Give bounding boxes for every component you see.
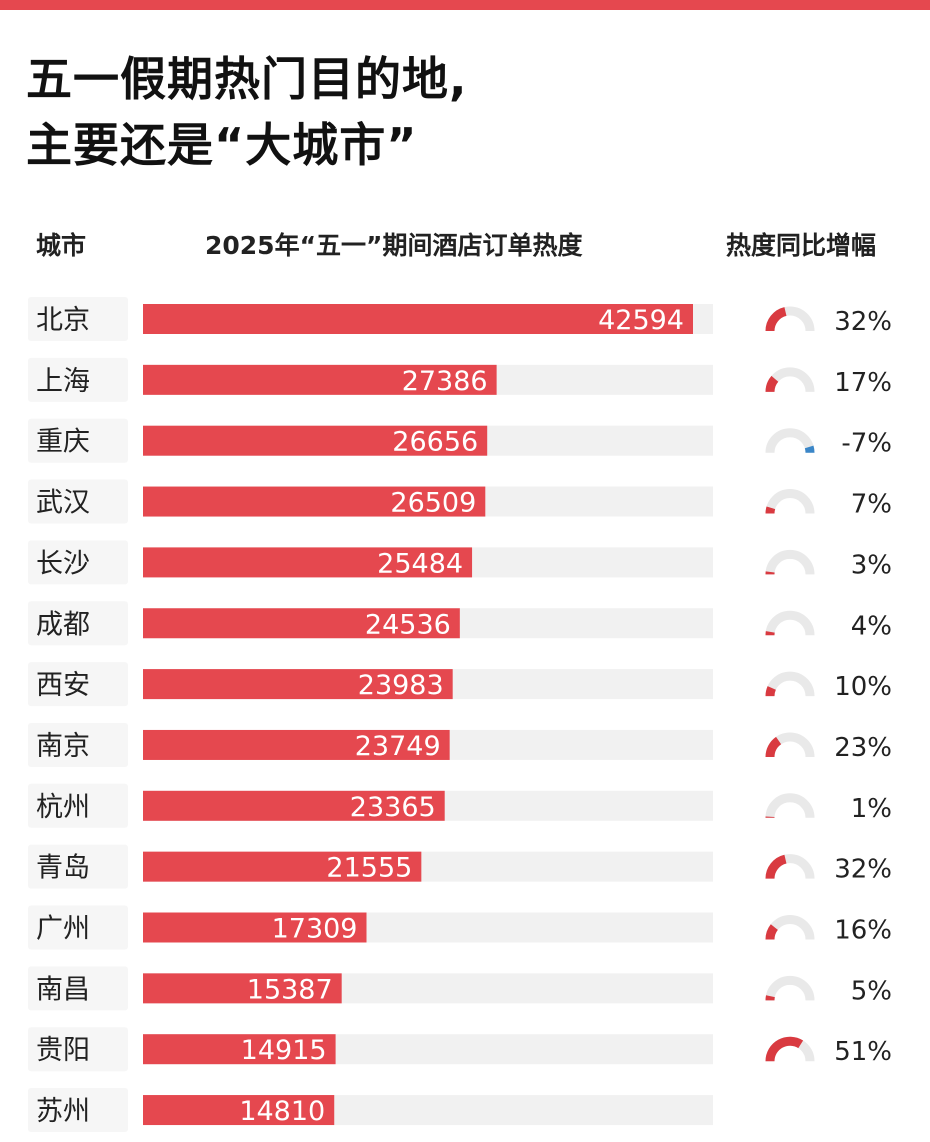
city-label: 重庆 [36, 427, 90, 458]
growth-percent-label: 32% [834, 855, 892, 885]
bar [143, 364, 497, 395]
bar-value-label: 21555 [326, 853, 412, 884]
growth-percent-label: 17% [834, 368, 892, 398]
city-label: 武汉 [36, 488, 90, 519]
growth-percent-label: 16% [834, 916, 892, 946]
city-label-background [28, 297, 128, 341]
bar [143, 304, 693, 334]
city-label-background [28, 418, 128, 463]
city-label-background [28, 662, 128, 707]
city-label-background [28, 601, 128, 646]
growth-percent-label: 4% [851, 611, 892, 641]
title-line-1: 五一假期热门目的地, [26, 52, 468, 106]
growth-percent-label: 10% [834, 672, 892, 702]
city-label: 广州 [36, 914, 90, 945]
growth-percent-label: -7% [841, 429, 892, 459]
page-title: 五一假期热门目的地, 主要还是“大城市” [26, 46, 467, 178]
bar [143, 729, 450, 760]
column-header-growth: 热度同比增幅 [726, 231, 877, 260]
gauge-track [765, 428, 815, 454]
bar-value-label: 17309 [272, 914, 358, 945]
bar-value-label: 26509 [390, 488, 476, 519]
city-label: 西安 [36, 670, 90, 701]
bar-value-label: 23365 [350, 792, 436, 823]
gauge-fill [765, 736, 782, 758]
top-accent-band [0, 0, 930, 10]
gauge-track [765, 793, 815, 819]
bar-value-label: 14810 [239, 1096, 325, 1127]
bar-value-label: 25484 [377, 548, 463, 579]
growth-percent-label: 23% [834, 733, 892, 763]
city-label: 上海 [36, 366, 90, 397]
bar [143, 547, 473, 578]
gauge-track [765, 489, 815, 514]
growth-percent-label: 3% [851, 550, 892, 580]
gauge-fill [765, 854, 787, 880]
bar [143, 851, 422, 882]
bar [143, 486, 486, 517]
city-label: 南京 [36, 731, 90, 762]
bar [143, 669, 453, 700]
gauge-track [765, 549, 815, 575]
gauge-track [765, 975, 815, 1001]
city-label: 杭州 [36, 792, 90, 823]
bar [143, 608, 460, 639]
city-label: 贵阳 [36, 1035, 90, 1066]
bar-value-label: 26656 [392, 427, 478, 458]
city-label: 长沙 [36, 548, 90, 579]
city-label-background [28, 905, 128, 950]
bar-value-label: 42594 [598, 305, 684, 336]
growth-percent-label: 51% [834, 1037, 892, 1067]
city-label-background [28, 357, 128, 402]
bar-value-label: 27386 [402, 366, 488, 397]
growth-percent-label: 32% [834, 307, 892, 337]
bar-value-label: 15387 [247, 974, 333, 1005]
column-header-orders: 2025年“五一”期间酒店订单热度 [205, 231, 583, 260]
gauge-fill [765, 686, 776, 697]
bar-value-label: 14915 [241, 1035, 327, 1066]
bar-value-label: 24536 [365, 609, 451, 640]
city-label-background [28, 1088, 128, 1133]
gauge-track [765, 671, 815, 697]
city-label: 南昌 [36, 974, 90, 1005]
gauge-fill [804, 445, 815, 453]
bar [143, 790, 445, 821]
gauge-fill [765, 506, 776, 514]
growth-percent-label: 1% [851, 794, 892, 824]
gauge-fill [765, 924, 779, 940]
growth-percent-label: 5% [851, 976, 892, 1006]
bar-value-label: 23983 [358, 670, 444, 701]
bar [143, 912, 367, 943]
gauge-fill [765, 1036, 804, 1062]
bar [143, 973, 342, 1004]
bar [143, 1095, 335, 1126]
city-label: 北京 [36, 305, 90, 336]
gauge-fill [765, 375, 779, 393]
title-line-2: 主要还是“大城市” [26, 118, 418, 172]
bar [143, 425, 488, 456]
bar-value-label: 23749 [355, 731, 441, 762]
city-label-background [28, 1027, 128, 1072]
city-label-background [28, 966, 128, 1011]
growth-percent-label: 7% [851, 490, 892, 520]
city-label: 青岛 [36, 853, 90, 884]
city-label: 成都 [36, 609, 90, 640]
column-header-city: 城市 [36, 231, 87, 260]
city-label-background [28, 783, 128, 828]
gauge-fill [765, 307, 787, 332]
city-label: 苏州 [36, 1096, 90, 1127]
city-label-background [28, 844, 128, 889]
city-label-background [28, 540, 128, 585]
city-label-background [28, 479, 128, 524]
gauge-track [765, 610, 815, 636]
bar [143, 1034, 336, 1065]
city-label-background [28, 722, 128, 767]
